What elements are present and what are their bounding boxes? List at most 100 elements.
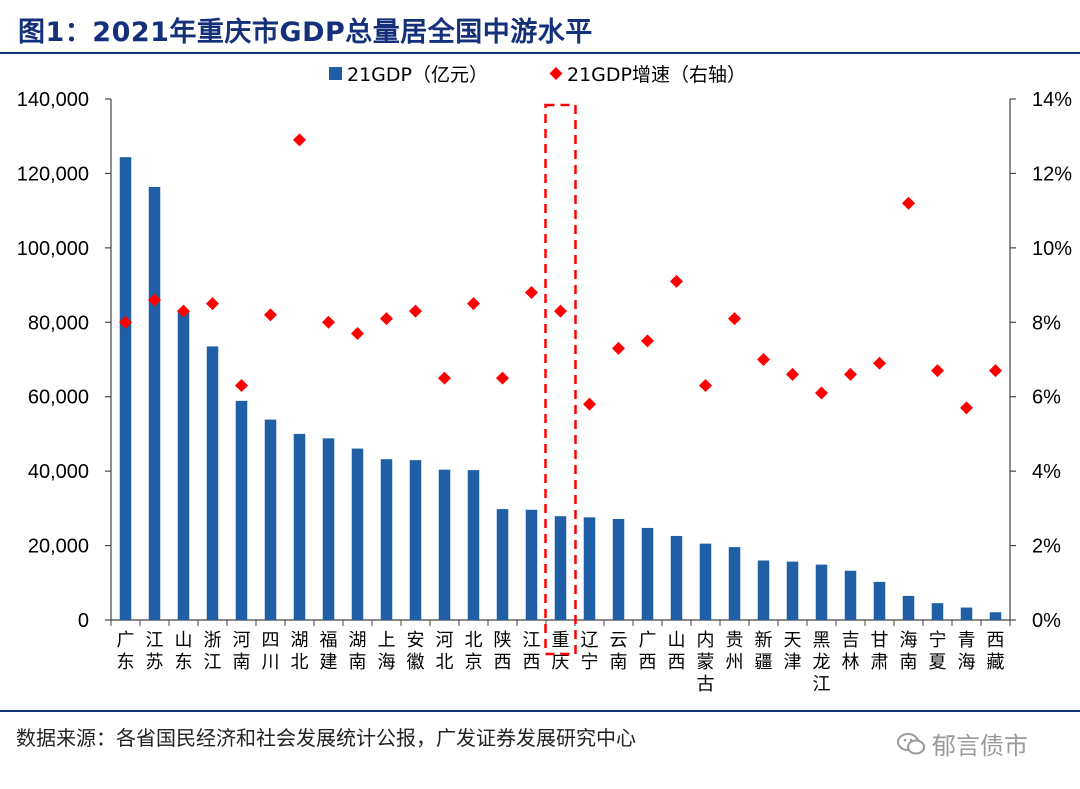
category-label: 广西	[639, 630, 657, 673]
gdp-bar	[844, 570, 857, 620]
highlight-group	[544, 103, 577, 656]
category-label: 山东	[175, 630, 193, 673]
category-label: 天津	[784, 630, 802, 673]
category-label: 江西	[523, 630, 541, 673]
category-label: 广东	[117, 630, 135, 673]
left-tick-label: 80,000	[28, 312, 89, 334]
watermark: 郁言债市	[896, 726, 1028, 761]
watermark-text: 郁言债市	[932, 732, 1028, 760]
left-tick-label: 0	[78, 610, 89, 632]
growth-marker	[728, 312, 741, 326]
category-label: 重庆	[552, 630, 570, 673]
gdp-bar	[467, 470, 480, 620]
growth-marker	[380, 312, 393, 326]
category-label: 江苏	[146, 630, 164, 673]
gdp-bar	[554, 516, 567, 620]
gdp-bar	[119, 157, 132, 620]
gdp-bar	[786, 561, 799, 620]
growth-marker	[844, 367, 857, 381]
gdp-bar	[351, 448, 364, 620]
category-label: 湖北	[291, 630, 309, 673]
gdp-bar	[380, 459, 393, 620]
left-tick-label: 40,000	[28, 461, 89, 483]
growth-marker	[206, 297, 219, 311]
growth-marker	[960, 401, 973, 415]
category-label: 青海	[958, 630, 976, 673]
category-label: 云南	[610, 630, 628, 673]
gdp-bar	[264, 419, 277, 620]
growth-marker	[148, 293, 161, 307]
growth-marker	[699, 379, 712, 393]
right-tick-label: 0%	[1032, 610, 1061, 632]
gdp-bar	[641, 527, 654, 620]
axes: 0 20,000 40,000 60,000 80,000 100,000 120,000 1…	[17, 89, 1073, 632]
category-label: 四川	[262, 630, 280, 673]
growth-marker	[264, 308, 277, 322]
gdp-bar	[525, 509, 538, 620]
category-label: 安徽	[407, 630, 425, 673]
gdp-bar	[409, 460, 422, 620]
category-label: 新疆	[755, 630, 773, 673]
growth-marker	[902, 196, 915, 210]
category-label: 福建	[320, 630, 338, 673]
growth-marker	[293, 133, 306, 147]
growth-marker	[409, 304, 422, 318]
category-label: 北京	[465, 630, 483, 673]
growth-marker	[583, 397, 596, 411]
gdp-bar	[873, 581, 886, 620]
footer-divider	[0, 710, 1080, 712]
growth-marker	[119, 315, 132, 329]
growth-marker	[757, 353, 770, 366]
category-label: 西藏	[987, 630, 1005, 673]
right-tick-label: 2%	[1032, 536, 1061, 558]
growth-marker	[931, 364, 944, 378]
gdp-bar	[206, 346, 219, 620]
source-note: 数据来源：各省国民经济和社会发展统计公报，广发证券发展研究中心	[16, 726, 636, 750]
growth-marker	[873, 356, 886, 370]
gdp-bar	[931, 603, 944, 620]
title-divider	[0, 52, 1080, 54]
gdp-bar	[583, 517, 596, 620]
bars	[119, 157, 1002, 620]
right-tick-label: 4%	[1032, 461, 1061, 483]
gdp-bar	[322, 438, 335, 620]
growth-marker	[177, 304, 190, 318]
growth-marker	[322, 315, 335, 329]
right-tick-label: 8%	[1032, 312, 1061, 334]
gdp-chart: 21GDP（亿元） 21GDP增速（右轴） 0 20,000 40,000 60,000…	[17, 64, 1073, 695]
gdp-bar	[728, 547, 741, 620]
category-label: 河北	[436, 630, 454, 673]
growth-marker	[670, 274, 683, 288]
page-title: 图1：2021年重庆市GDP总量居全国中游水平	[18, 17, 593, 48]
growth-marker	[467, 297, 480, 311]
category-labels: 广东江苏山东浙江河南四川湖北福建湖南上海安徽河北北京陕西江西重庆辽宁云南广西山西…	[117, 630, 1005, 695]
gdp-bar	[293, 433, 306, 620]
growth-marker	[612, 341, 625, 355]
growth-marker	[989, 364, 1002, 378]
gdp-bar	[496, 509, 509, 620]
legend-bar-swatch	[329, 67, 342, 80]
gdp-bar	[902, 595, 915, 620]
gdp-bar	[670, 535, 683, 620]
growth-marker	[786, 367, 799, 381]
growth-marker	[641, 334, 654, 348]
highlight-box	[544, 103, 577, 656]
growth-marker	[525, 286, 538, 300]
legend-marker-swatch	[549, 67, 563, 80]
gdp-bar	[757, 560, 770, 620]
left-tick-label: 120,000	[17, 163, 89, 185]
category-label: 海南	[900, 630, 918, 673]
category-label: 宁夏	[929, 630, 947, 673]
category-label: 湖南	[349, 630, 367, 673]
category-label: 黑龙江	[813, 630, 831, 695]
gdp-bar	[815, 564, 828, 620]
growth-marker	[815, 386, 828, 400]
category-label: 甘肃	[871, 630, 889, 673]
legend: 21GDP（亿元） 21GDP增速（右轴）	[329, 64, 746, 86]
wechat-icon	[897, 732, 925, 754]
category-label: 贵州	[726, 630, 744, 673]
legend-bar-label: 21GDP（亿元）	[347, 64, 488, 86]
right-tick-label: 10%	[1032, 238, 1072, 260]
growth-marker	[554, 304, 567, 318]
right-tick-label: 6%	[1032, 387, 1061, 409]
